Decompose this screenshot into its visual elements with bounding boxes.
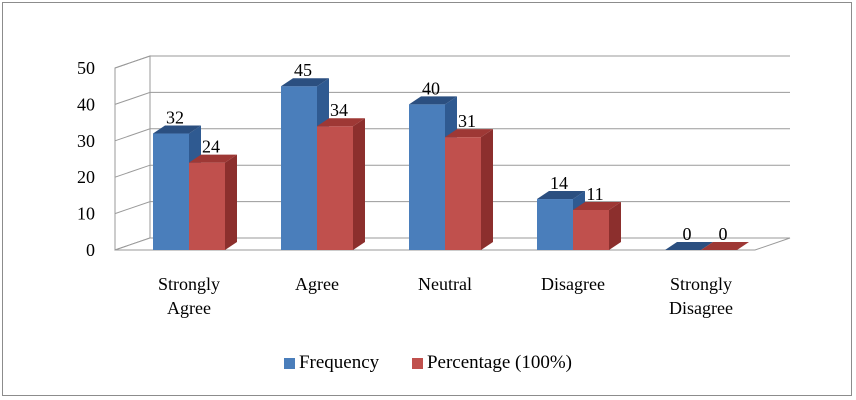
gridline xyxy=(114,91,790,105)
bar-top xyxy=(281,78,329,87)
bar-front xyxy=(153,133,189,250)
bar-top xyxy=(317,118,365,127)
side-wall xyxy=(114,55,151,251)
bar-side xyxy=(225,154,237,250)
bar-front xyxy=(537,199,573,250)
bar-top xyxy=(573,201,621,210)
data-label: 14 xyxy=(550,173,568,193)
data-label: 24 xyxy=(202,137,220,157)
bar-chart-3d: 0 10 20 30 40 50 32 24 Strongly Agree 45 34 Agree 40 3… xyxy=(77,55,791,318)
bar-front xyxy=(317,126,353,250)
legend-label-percentage: Percentage (100%) xyxy=(426,352,573,373)
bar-top xyxy=(153,125,201,134)
bar-top xyxy=(665,242,713,250)
y-tick-label: 20 xyxy=(77,167,95,187)
bar-front xyxy=(189,162,225,250)
bar-side xyxy=(609,201,621,250)
bar-front xyxy=(281,86,317,250)
y-tick-label: 0 xyxy=(86,240,95,260)
data-label: 45 xyxy=(294,60,312,80)
data-label: 32 xyxy=(166,108,184,128)
legend-swatch-percentage xyxy=(411,357,423,369)
x-tick-label: Strongly xyxy=(670,274,732,294)
x-tick-label: Neutral xyxy=(418,274,472,294)
x-tick-label: Disagree xyxy=(669,298,733,318)
y-tick-label: 40 xyxy=(77,94,95,114)
bar-top xyxy=(189,154,237,163)
data-label: 34 xyxy=(330,100,348,120)
bar-top xyxy=(445,129,493,138)
legend-item-percentage: Percentage (100%) xyxy=(411,352,573,374)
x-tick-label: Agree xyxy=(295,274,339,294)
x-tick-label: Strongly xyxy=(158,274,220,294)
bar-top xyxy=(537,191,585,200)
gridline xyxy=(114,55,790,69)
bar-side xyxy=(481,129,493,250)
bar-side xyxy=(353,118,365,251)
x-tick-label: Agree xyxy=(167,298,211,318)
data-label: 0 xyxy=(683,224,692,244)
gridline xyxy=(114,164,790,178)
data-label: 11 xyxy=(586,184,603,204)
gridline xyxy=(114,128,790,142)
legend-item-frequency: Frequency xyxy=(283,352,380,374)
legend-swatch-frequency xyxy=(283,357,295,369)
legend-label-frequency: Frequency xyxy=(298,352,380,373)
y-tick-label: 50 xyxy=(77,58,95,78)
bar-front xyxy=(445,137,481,250)
bar-top xyxy=(409,96,457,105)
data-label: 40 xyxy=(422,78,440,98)
bar-front xyxy=(573,209,609,250)
data-label: 0 xyxy=(719,224,728,244)
legend: Frequency Percentage (100%) xyxy=(0,352,856,375)
y-tick-label: 30 xyxy=(77,131,95,151)
y-tick-label: 10 xyxy=(77,204,95,224)
x-tick-label: Disagree xyxy=(541,274,605,294)
data-label: 31 xyxy=(458,111,476,131)
bar-front xyxy=(409,104,445,251)
bar-top xyxy=(701,242,749,250)
